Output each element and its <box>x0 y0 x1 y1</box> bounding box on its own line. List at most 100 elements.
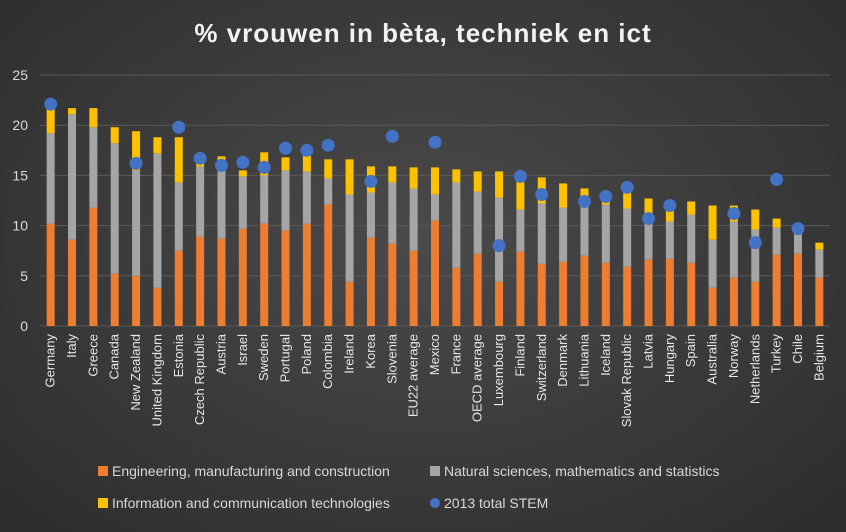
category-label: Luxembourg <box>491 334 506 406</box>
stem-2013-point <box>257 160 271 174</box>
category-label: Austria <box>213 333 228 374</box>
bar-segment <box>644 259 653 326</box>
bar-segment <box>473 171 482 192</box>
category-label: Poland <box>299 334 314 374</box>
scatter-points <box>44 97 805 253</box>
bar-segment <box>260 223 269 326</box>
stem-2013-point <box>300 143 314 157</box>
category-label: Norway <box>726 334 741 379</box>
legend-label: 2013 total STEM <box>444 495 548 511</box>
y-tick-label: 20 <box>12 117 28 133</box>
category-label: Slovenia <box>384 333 399 384</box>
legend-label: Engineering, manufacturing and construct… <box>112 463 390 479</box>
bar-segment <box>495 171 504 198</box>
legend-label: Information and communication technologi… <box>112 495 390 511</box>
bar-segment <box>537 203 546 264</box>
y-tick-label: 15 <box>12 167 28 183</box>
category-label: Chile <box>790 334 805 364</box>
bar-segment <box>324 178 333 205</box>
bar-segment <box>623 208 632 267</box>
legend-swatch <box>430 466 440 476</box>
stem-2013-point <box>727 207 741 221</box>
category-label: Korea <box>363 333 378 368</box>
category-label: Colombia <box>320 333 335 389</box>
category-label: Hungary <box>662 334 677 384</box>
bar-segment <box>110 273 119 326</box>
legend-marker <box>430 498 440 508</box>
bar-segment <box>110 143 119 274</box>
stem-2013-point <box>321 138 335 152</box>
bar-segment <box>708 239 717 288</box>
bar-segment <box>409 167 418 189</box>
bar-segment <box>644 221 653 260</box>
stem-2013-point <box>748 236 762 250</box>
stem-2013-point <box>535 187 549 201</box>
category-label: Latvia <box>641 333 656 368</box>
bar-segment <box>68 108 77 115</box>
bar-segment <box>132 170 141 276</box>
stem-2013-point <box>279 141 293 155</box>
bar-segment <box>409 188 418 251</box>
stem-2013-point <box>214 158 228 172</box>
bar-segment <box>772 218 781 228</box>
bar-segment <box>708 205 717 240</box>
bar-segment <box>281 157 290 171</box>
bar-segment <box>217 238 226 326</box>
bar-segment <box>153 287 162 326</box>
category-label: Estonia <box>171 333 186 377</box>
bar-segment <box>302 171 311 224</box>
bar-segment <box>409 250 418 326</box>
bar-segment <box>238 176 247 229</box>
bar-segment <box>238 170 247 177</box>
bar-segment <box>89 127 98 208</box>
category-label: OECD average <box>470 334 485 422</box>
bar-segment <box>281 230 290 326</box>
bar-segment <box>793 232 802 254</box>
bar-segment <box>815 277 824 326</box>
bar-segment <box>815 242 824 250</box>
bar-segment <box>623 266 632 326</box>
bar-segment <box>559 183 568 208</box>
bar-segment <box>687 201 696 215</box>
bar-segment <box>196 166 205 237</box>
bar-segment <box>644 198 653 222</box>
bar-segment <box>687 214 696 263</box>
bar-segment <box>559 207 568 262</box>
stem-2013-point <box>770 172 784 186</box>
bar-segment <box>537 263 546 326</box>
y-tick-label: 10 <box>12 218 28 234</box>
bar-segment <box>665 258 674 326</box>
stem-2013-point <box>620 180 634 194</box>
legend-label: Natural sciences, mathematics and statis… <box>444 463 719 479</box>
bar-segment <box>345 281 354 326</box>
category-label: Mexico <box>427 334 442 375</box>
category-label: EU22 average <box>406 334 421 417</box>
bar-segment <box>751 209 760 230</box>
bar-segment <box>238 228 247 326</box>
stem-2013-point <box>172 120 186 134</box>
bar-segment <box>772 254 781 326</box>
bar-segment <box>366 192 375 238</box>
category-label: Spain <box>683 334 698 367</box>
bar-segment <box>452 182 461 268</box>
category-label: Switzerland <box>534 334 549 401</box>
bar-segment <box>772 227 781 255</box>
bar-segment <box>46 223 55 326</box>
bar-segment <box>153 153 162 288</box>
category-label: Czech Republic <box>192 334 207 426</box>
stem-2013-point <box>642 212 656 226</box>
y-tick-label: 0 <box>20 318 28 334</box>
bar-segment <box>708 287 717 326</box>
bar-segment <box>729 221 738 278</box>
bar-segment <box>495 281 504 326</box>
stem-2013-point <box>44 97 58 111</box>
category-label: Belgium <box>811 334 826 381</box>
bar-segment <box>516 209 525 252</box>
category-label: United Kingdom <box>149 334 164 427</box>
y-tick-label: 25 <box>12 67 28 83</box>
category-label: Germany <box>43 334 58 388</box>
category-label: Portugal <box>278 334 293 383</box>
bar-segment <box>68 239 77 326</box>
category-label: Denmark <box>555 334 570 387</box>
category-label: Israel <box>235 334 250 366</box>
